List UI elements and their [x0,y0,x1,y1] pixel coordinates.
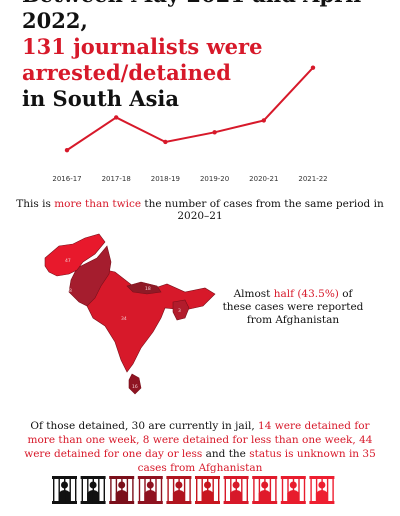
detention-part-2: and the [202,448,249,460]
map-bangladesh [173,300,189,320]
map-label-india: 34 [121,316,127,322]
map-label-bangladesh: 3 [178,308,181,314]
jail-icon [109,476,134,504]
jail-icon [195,476,220,504]
half-prefix: Almost [234,288,274,300]
headline-line-1: Between May 2021 and April 2022, [22,0,392,34]
data-point [114,115,118,119]
comparison-highlight: more than twice [54,198,141,210]
x-tick-label: 2017-18 [102,175,131,183]
half-highlight: half (43.5%) [274,288,339,300]
map-india [87,268,215,372]
map-label-afghanistan: 47 [65,258,71,264]
map-srilanka [129,374,141,394]
x-tick-label: 2016-17 [52,175,81,183]
south-asia-map: 47 8 18 3 34 16 [35,222,220,402]
jail-icon [309,476,334,504]
x-tick-label: 2018-19 [151,175,180,183]
jail-icon [252,476,277,504]
data-point [311,65,315,69]
jail-icon [281,476,306,504]
afghanistan-note: Almost half (43.5%) of these cases were … [218,288,368,327]
data-point [65,148,69,152]
map-label-pakistan: 8 [69,288,72,294]
comparison-prefix: This is [16,198,54,210]
comparison-text: This is more than twice the number of ca… [0,198,400,222]
map-label-nepal: 18 [145,286,151,292]
jail-icon [166,476,191,504]
x-tick-label: 2020-21 [249,175,278,183]
x-tick-label: 2019-20 [200,175,229,183]
jail-icon [81,476,106,504]
line-chart: 2016-17 2017-18 2018-19 2019-20 2020-21 2021-… [0,48,400,193]
map-shapes [45,234,215,394]
data-point [163,140,167,144]
detention-part-1: Of those detained, 30 are currently in j… [30,420,258,432]
jail-icons-row [52,474,352,506]
x-tick-label: 2021-22 [298,175,327,183]
jail-icon [138,476,163,504]
jail-icon [224,476,249,504]
detention-text: Of those detained, 30 are currently in j… [22,419,378,475]
comparison-suffix: the number of cases from the same period… [141,198,384,222]
jail-icon [52,476,77,504]
map-label-srilanka: 16 [132,384,138,390]
series-line [67,68,313,150]
data-point [262,118,266,122]
data-point [212,130,216,134]
